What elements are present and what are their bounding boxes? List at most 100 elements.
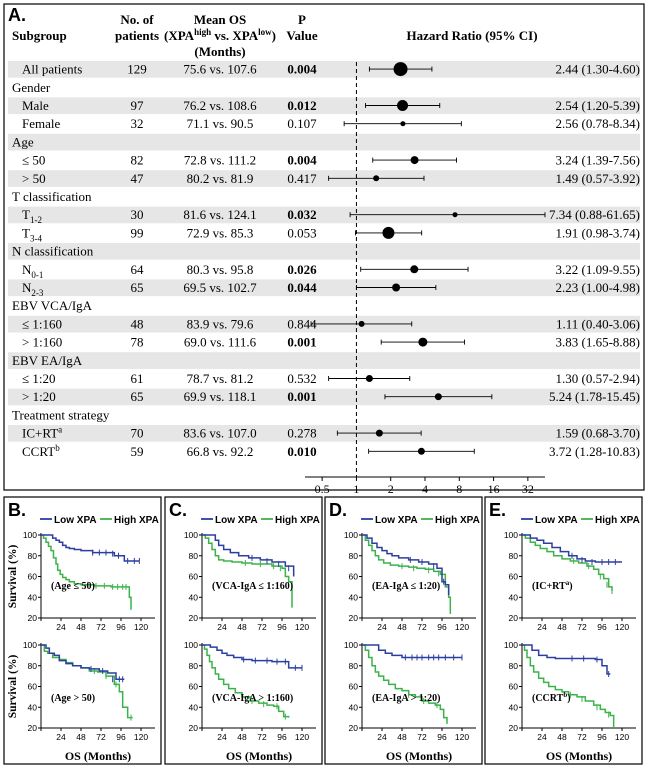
km-x-tick-label: 48 — [76, 732, 86, 742]
hazard-ratio-ci: 3.83 (1.65-8.88) — [556, 335, 641, 350]
km-curve-high — [41, 534, 132, 610]
km-panel-frame — [324, 496, 483, 765]
patient-count: 70 — [131, 426, 144, 441]
km-curve-low — [202, 644, 302, 669]
mean-os: 80.2 vs. 81.9 — [187, 171, 254, 186]
subgroup-label: Male — [22, 98, 49, 113]
km-x-tick-label: 96 — [116, 732, 126, 742]
km-annotation: (CCRTb) — [532, 691, 571, 704]
subgroup-label-text: ≤ 1:20 — [22, 371, 56, 386]
km-y-tick-label: 80 — [28, 661, 38, 671]
mean-os: 76.2 vs. 108.6 — [183, 98, 257, 113]
row-shade — [8, 425, 640, 442]
km-x-tick-label: 24 — [217, 732, 227, 742]
hazard-ratio-ci: 2.56 (0.78-8.34) — [556, 116, 641, 131]
subgroup-label-subscript: 3-4 — [30, 233, 42, 243]
hazard-ratio-ci: 1.49 (0.57-3.92) — [556, 171, 641, 186]
p-value: 0.010 — [287, 444, 316, 459]
km-x-tick-label: 72 — [257, 732, 267, 742]
subgroup-label: T3-4 — [22, 225, 42, 243]
km-x-tick-label: 72 — [417, 732, 427, 742]
forest-x-tick-label: 1 — [353, 482, 359, 496]
row-shade — [8, 97, 640, 115]
hazard-ratio-ci: 2.44 (1.30-4.60) — [556, 62, 641, 77]
km-y-tick-label: 20 — [189, 613, 199, 623]
hazard-ratio-ci: 2.23 (1.00-4.98) — [556, 280, 641, 295]
km-plot-top: 20 40 60 80 100 24 48 72 96 120 (Age ≤ 50) — [23, 530, 155, 632]
km-x-tick-label: 24 — [377, 732, 387, 742]
legend-label-high: High XPA — [275, 515, 320, 526]
km-annotation-text: (Age ≤ 50) — [51, 581, 95, 592]
patient-count: 65 — [131, 280, 144, 295]
p-value: 0.044 — [287, 280, 317, 295]
subgroup-label-text: IC+RT — [22, 426, 58, 441]
km-x-tick-label: 72 — [257, 622, 267, 632]
forest-x-tick-label: 4 — [422, 482, 428, 496]
km-y-tick-label: 20 — [28, 723, 38, 733]
km-plot-top: 20 40 60 80 100 24 48 72 96 120 (VCA-IgA ≤ 1:160) — [184, 530, 316, 632]
km-curve-low — [522, 644, 611, 675]
subgroup-label-text: N — [22, 280, 32, 295]
patient-count: 129 — [127, 62, 147, 77]
km-y-tick-label: 100 — [23, 530, 37, 540]
p-value: 0.004 — [287, 62, 317, 77]
km-x-tick-label: 96 — [597, 622, 607, 632]
kaplan-meier-panels: B. Low XPA High XPA 20 40 60 80 100 24 48 72 96 120 (… — [3, 496, 643, 765]
forest-x-tick-label: 2 — [388, 482, 394, 496]
header-os-line1: Mean OS — [194, 12, 246, 27]
subgroup-label-text: Male — [22, 98, 49, 113]
header-os-sup-high: high — [194, 27, 211, 37]
km-y-tick-label: 80 — [349, 661, 359, 671]
km-y-tick-label: 80 — [28, 551, 38, 561]
km-annotation-text: (VCA-IgA ≤ 1:160) — [212, 581, 293, 592]
km-panel-frame — [484, 496, 643, 765]
forest-x-tick-label: 8 — [456, 482, 462, 496]
km-x-tick-label: 72 — [96, 732, 106, 742]
km-annotation-superscript: a — [566, 579, 570, 587]
km-curve-low — [41, 534, 140, 562]
header-hazard-ratio: Hazard Ratio (95% CI) — [406, 28, 537, 43]
patient-count: 64 — [131, 262, 145, 277]
mean-os: 72.9 vs. 85.3 — [187, 225, 254, 240]
row-shade — [8, 388, 640, 406]
km-annotation: (EA-IgA ≤ 1:20) — [372, 581, 440, 592]
hazard-ratio-ci: 1.30 (0.57-2.94) — [556, 371, 641, 386]
km-y-tick-label: 100 — [184, 640, 198, 650]
km-plot-bottom: 20 40 60 80 100 24 48 72 96 120 (VCA-IgA > 1:160) — [184, 640, 316, 742]
legend-label-high: High XPA — [435, 515, 480, 526]
km-x-tick-label: 72 — [417, 622, 427, 632]
hazard-ratio-ci: 1.11 (0.40-3.06) — [556, 316, 640, 331]
header-os-part: (XPA — [164, 28, 195, 43]
subgroup-header: N classification — [12, 244, 94, 259]
subgroup-label: All patients — [22, 62, 82, 77]
km-panel-letter: C. — [169, 500, 187, 520]
km-panel-letter: E. — [489, 500, 506, 520]
hazard-ratio-ci: 5.24 (1.78-15.45) — [549, 389, 640, 404]
legend-label-high: High XPA — [595, 515, 640, 526]
subgroup-header: Gender — [12, 80, 51, 95]
hazard-ratio-point — [410, 156, 419, 165]
subgroup-header: EBV VCA/IgA — [12, 298, 93, 313]
header-os-line2: (XPAhigh vs. XPAlow) — [164, 27, 276, 43]
header-os-line3: (Months) — [194, 44, 245, 59]
km-annotation-text: ) — [569, 581, 572, 592]
km-x-tick-label: 96 — [437, 622, 447, 632]
km-y-tick-label: 40 — [349, 702, 359, 712]
km-y-tick-label: 60 — [189, 572, 199, 582]
p-value: 0.278 — [287, 426, 316, 441]
km-x-tick-label: 96 — [437, 732, 447, 742]
km-y-tick-label: 60 — [189, 682, 199, 692]
km-x-tick-label: 72 — [577, 732, 587, 742]
mean-os: 83.6 vs. 107.0 — [183, 426, 256, 441]
km-curve-high — [202, 534, 293, 608]
hazard-ratio-ci: 1.91 (0.98-3.74) — [556, 225, 641, 240]
row-shade — [8, 279, 640, 297]
km-plot-bottom: 20 40 60 80 100 24 48 72 96 120 (CCRTb) — [504, 640, 636, 742]
p-value: 0.012 — [287, 98, 316, 113]
km-y-tick-label: 80 — [509, 551, 519, 561]
km-plot-top: 20 40 60 80 100 24 48 72 96 120 (IC+RTa) — [504, 530, 636, 632]
km-x-axis-label: OS (Months) — [386, 749, 452, 763]
p-value: 0.107 — [287, 116, 317, 131]
mean-os: 81.6 vs. 124.1 — [183, 207, 256, 222]
